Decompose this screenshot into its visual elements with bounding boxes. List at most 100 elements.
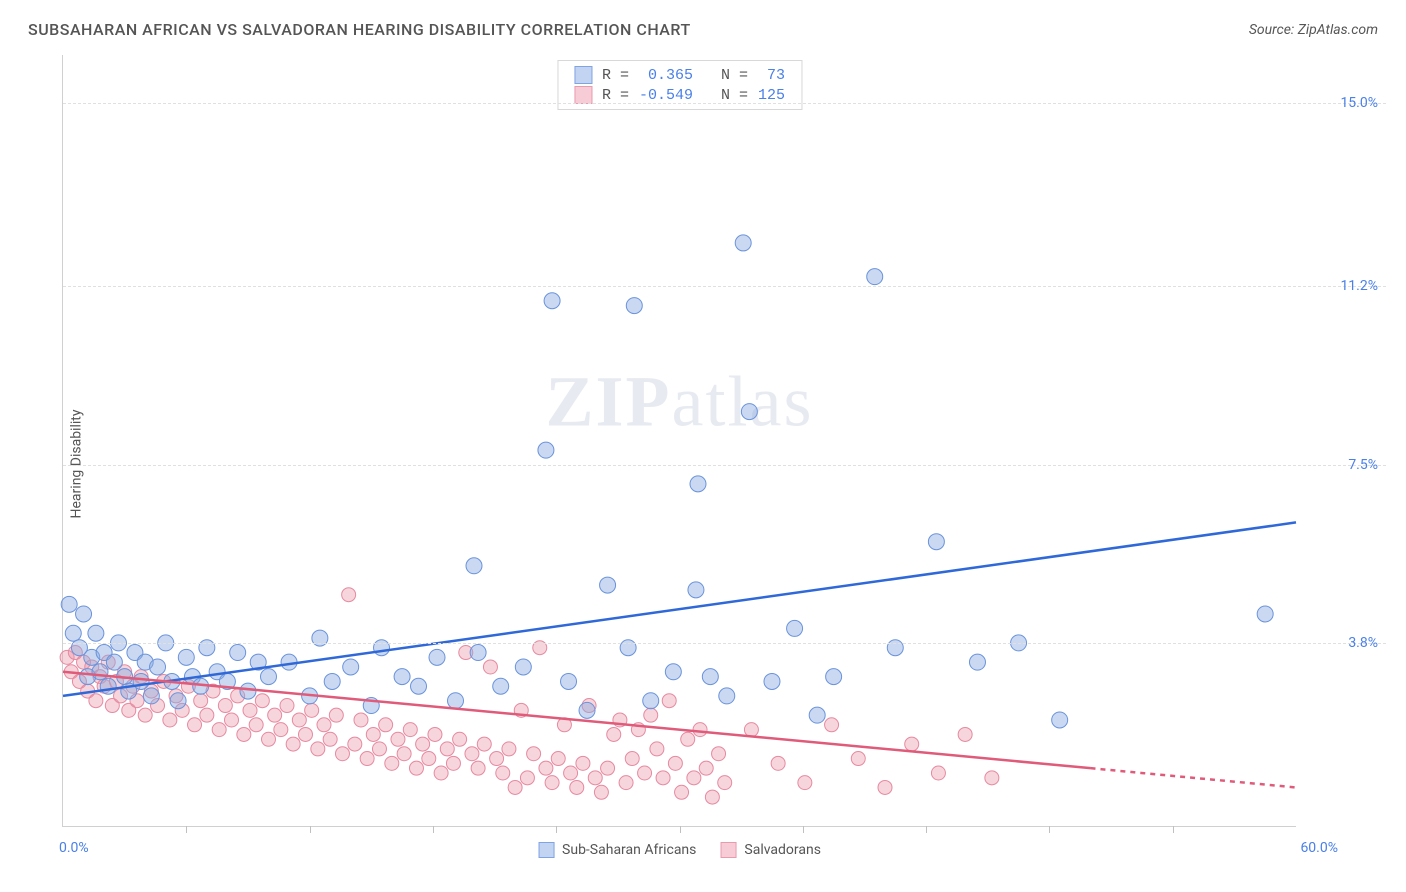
scatter-point [329, 708, 343, 722]
scatter-point [1052, 712, 1068, 728]
scatter-point [693, 723, 707, 737]
scatter-point [138, 708, 152, 722]
scatter-point [735, 235, 751, 251]
scatter-point [719, 688, 735, 704]
scatter-point [644, 708, 658, 722]
scatter-point [931, 766, 945, 780]
scatter-point [268, 708, 282, 722]
scatter-point [741, 404, 757, 420]
scatter-point [274, 723, 288, 737]
scatter-point [675, 785, 689, 799]
scatter-point [764, 673, 780, 689]
gridline [63, 286, 1386, 287]
scatter-point [928, 534, 944, 550]
scatter-point [712, 747, 726, 761]
scatter-point [397, 747, 411, 761]
legend-swatch [538, 842, 554, 858]
scatter-point [88, 625, 104, 641]
scatter-point [225, 713, 239, 727]
stats-swatch [574, 66, 592, 84]
stats-n-label: N = [703, 87, 748, 104]
scatter-point [619, 776, 633, 790]
scatter-point [262, 732, 276, 746]
scatter-point [600, 577, 616, 593]
scatter-point [305, 703, 319, 717]
stats-r-label: R = [602, 67, 629, 84]
scatter-point [470, 645, 486, 661]
scatter-point [625, 752, 639, 766]
scatter-point [261, 669, 277, 685]
scatter-point [453, 732, 467, 746]
scatter-point [286, 737, 300, 751]
scatter-point [699, 761, 713, 775]
trend-line [63, 672, 1091, 768]
x-tick [1049, 826, 1050, 833]
scatter-point [958, 727, 972, 741]
scatter-point [561, 673, 577, 689]
scatter-point [465, 747, 479, 761]
stats-n-value: 73 [758, 67, 785, 84]
scatter-point [106, 654, 122, 670]
scatter-point [718, 776, 732, 790]
scatter-point [298, 727, 312, 741]
stats-swatch [574, 86, 592, 104]
scatter-point [133, 673, 149, 689]
legend-label: Sub-Saharan Africans [562, 842, 696, 858]
y-tick-label: 3.8% [1348, 635, 1378, 651]
scatter-point [771, 756, 785, 770]
scatter-point [502, 742, 516, 756]
scatter-point [477, 737, 491, 751]
scatter-point [527, 747, 541, 761]
scatter-point [317, 718, 331, 732]
scatter-point [538, 442, 554, 458]
scatter-point [240, 683, 256, 699]
scatter-point [490, 752, 504, 766]
scatter-point [787, 620, 803, 636]
scatter-point [826, 669, 842, 685]
scatter-point [471, 761, 485, 775]
scatter-point [170, 693, 186, 709]
scatter-point [366, 727, 380, 741]
scatter-point [422, 752, 436, 766]
trend-line [1091, 768, 1297, 787]
scatter-point [496, 766, 510, 780]
scatter-point [867, 269, 883, 285]
scatter-point [544, 293, 560, 309]
legend-swatch [720, 842, 736, 858]
scatter-point [324, 673, 340, 689]
scatter-point [570, 780, 584, 794]
scatter-point [218, 699, 232, 713]
stats-n-value: 125 [758, 87, 785, 104]
scatter-point [687, 771, 701, 785]
legend-label: Salvadorans [744, 842, 821, 858]
scatter-point [508, 780, 522, 794]
stats-row: R =-0.549 N =125 [574, 85, 785, 105]
x-axis-max-label: 60.0% [1300, 840, 1338, 856]
chart-title: SUBSAHARAN AFRICAN VS SALVADORAN HEARING… [28, 20, 691, 39]
scatter-point [515, 659, 531, 675]
scatter-point [65, 625, 81, 641]
scatter-point [188, 718, 202, 732]
scatter-point [668, 756, 682, 770]
scatter-point [440, 742, 454, 756]
scatter-point [379, 718, 393, 732]
scatter-point [100, 678, 116, 694]
scatter-point [681, 732, 695, 746]
scatter-point [545, 776, 559, 790]
y-tick-label: 7.5% [1348, 457, 1378, 473]
scatter-point [905, 737, 919, 751]
scatter-point [230, 645, 246, 661]
stats-row: R = 0.365 N = 73 [574, 65, 785, 85]
plot-svg [63, 55, 1296, 826]
scatter-point [249, 718, 263, 732]
scatter-point [607, 727, 621, 741]
scatter-point [178, 649, 194, 665]
scatter-point [594, 785, 608, 799]
stats-n-label: N = [703, 67, 748, 84]
x-tick [433, 826, 434, 833]
scatter-point [520, 771, 534, 785]
scatter-point [255, 694, 269, 708]
scatter-point [391, 732, 405, 746]
scatter-point [354, 713, 368, 727]
scatter-point [702, 669, 718, 685]
